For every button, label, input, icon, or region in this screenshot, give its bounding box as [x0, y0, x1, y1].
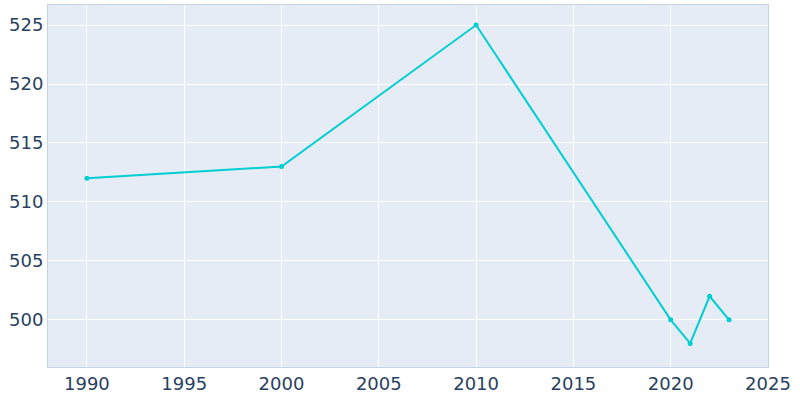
- svg-text:1995: 1995: [161, 373, 207, 394]
- svg-text:1990: 1990: [64, 373, 110, 394]
- svg-text:520: 520: [9, 73, 43, 94]
- svg-text:2025: 2025: [745, 373, 791, 394]
- svg-text:2020: 2020: [648, 373, 694, 394]
- svg-text:500: 500: [9, 309, 43, 330]
- svg-text:525: 525: [9, 14, 43, 35]
- svg-text:505: 505: [9, 250, 43, 271]
- svg-text:2000: 2000: [259, 373, 305, 394]
- svg-text:2010: 2010: [453, 373, 499, 394]
- svg-text:515: 515: [9, 132, 43, 153]
- svg-text:2015: 2015: [551, 373, 597, 394]
- svg-text:2005: 2005: [356, 373, 402, 394]
- svg-text:510: 510: [9, 191, 43, 212]
